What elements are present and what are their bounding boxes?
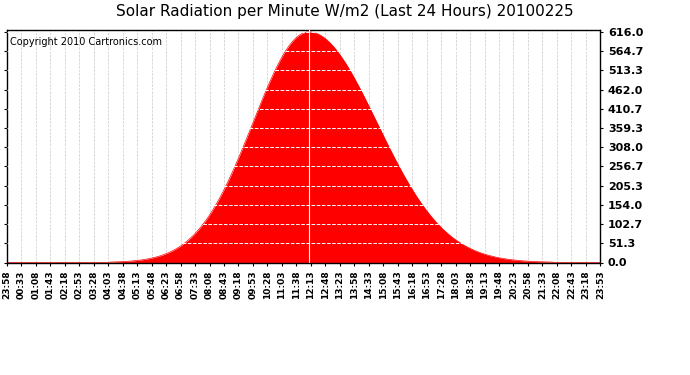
Text: Copyright 2010 Cartronics.com: Copyright 2010 Cartronics.com — [10, 37, 162, 47]
Text: Solar Radiation per Minute W/m2 (Last 24 Hours) 20100225: Solar Radiation per Minute W/m2 (Last 24… — [116, 4, 574, 19]
